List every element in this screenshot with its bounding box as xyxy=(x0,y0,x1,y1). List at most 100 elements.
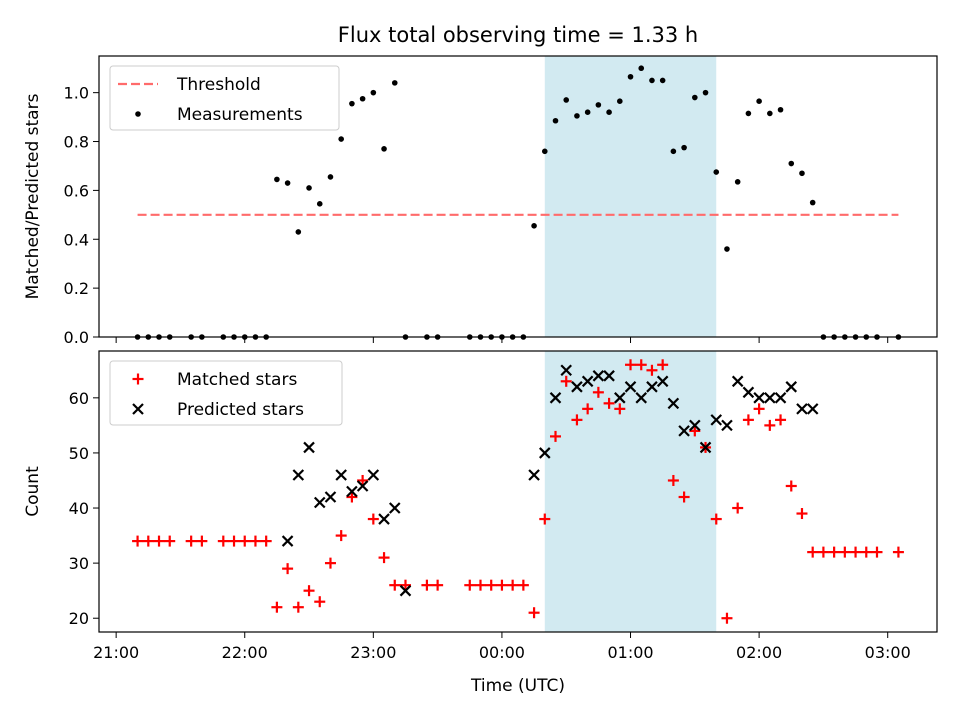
matched-star-marker xyxy=(828,546,840,558)
x-b xyxy=(603,370,615,382)
matched-star-marker xyxy=(292,601,304,613)
legend-label: Predicted stars xyxy=(177,400,304,420)
x-axis-ticks xyxy=(115,337,889,343)
measurement-point xyxy=(702,89,709,96)
y-axis-label: Matched/Predicted stars xyxy=(23,93,43,299)
matched-star-marker xyxy=(496,579,508,591)
x-b xyxy=(292,469,305,481)
measurement-point xyxy=(306,185,312,191)
measurement-point xyxy=(692,94,698,101)
matched-star-marker xyxy=(614,403,626,415)
matched-star-marker xyxy=(464,579,476,591)
predicted-star-marker xyxy=(528,469,540,481)
predicted-star-marker xyxy=(303,441,315,454)
measurement-point xyxy=(327,174,334,180)
measurement-point xyxy=(649,77,655,84)
predicted-star-marker xyxy=(774,392,787,404)
measurement-point xyxy=(552,117,559,124)
matched-star-marker xyxy=(185,535,197,547)
x-tick-label: 01:00 xyxy=(607,643,653,662)
x-b xyxy=(324,491,337,503)
y-tick-label: 50 xyxy=(69,444,89,463)
matched-star-marker xyxy=(399,579,411,591)
predicted-star-marker xyxy=(571,381,583,393)
measurement-point xyxy=(745,110,752,117)
measurement-point xyxy=(724,246,730,252)
x-b xyxy=(667,397,680,410)
measurement-point xyxy=(295,229,302,235)
x-b xyxy=(549,392,562,404)
y-tick-label: 1.0 xyxy=(64,84,89,103)
measurement-point xyxy=(713,169,720,175)
predicted-star-marker xyxy=(539,447,551,459)
matched-star-marker xyxy=(571,414,583,426)
measurement-point xyxy=(659,77,666,84)
x-b xyxy=(560,364,573,377)
predicted-star-marker xyxy=(742,386,755,399)
legend-x-b xyxy=(132,403,144,415)
measurement-point xyxy=(274,176,280,183)
predicted-star-marker xyxy=(388,502,401,514)
measurement-point xyxy=(681,144,687,151)
predicted-star-marker xyxy=(646,381,658,393)
y-axis-label: Count xyxy=(23,466,43,517)
matched-star-marker xyxy=(796,508,808,520)
matched-star-marker xyxy=(742,414,754,426)
matched-star-marker xyxy=(667,474,679,486)
matched-star-marker xyxy=(239,535,251,547)
x-tick-label: 00:00 xyxy=(479,643,525,662)
matched-star-marker xyxy=(582,403,594,415)
matched-star-marker xyxy=(132,535,144,547)
measurement-point xyxy=(531,223,537,229)
matched-star-marker xyxy=(678,491,690,503)
predicted-star-marker xyxy=(656,375,669,388)
x-b xyxy=(614,392,626,404)
predicted-star-marker xyxy=(614,392,626,404)
legend-box xyxy=(109,360,343,426)
measurement-point xyxy=(809,199,816,206)
matched-star-marker xyxy=(560,375,572,387)
matched-star-marker xyxy=(507,579,519,591)
predicted-star-marker xyxy=(356,480,369,492)
predicted-star-marker xyxy=(560,364,573,377)
predicted-star-marker xyxy=(806,403,819,415)
predicted-star-marker xyxy=(753,392,765,404)
measurement-point xyxy=(359,95,366,102)
measurement-point xyxy=(541,148,548,155)
matched-star-marker xyxy=(260,535,272,547)
x-b xyxy=(367,469,380,481)
x-b xyxy=(699,441,712,454)
matched-star-marker xyxy=(432,579,444,591)
matched-star-marker xyxy=(539,513,551,525)
matched-star-marker xyxy=(592,386,604,398)
matched-star-marker xyxy=(817,546,829,558)
matched-star-marker xyxy=(217,535,229,547)
x-b xyxy=(710,414,723,426)
y-tick-label: 0.2 xyxy=(64,279,89,298)
measurement-point xyxy=(595,102,602,108)
y-axis-ticks: 20 30 40 50 60 xyxy=(69,389,99,628)
matched-star-marker xyxy=(850,546,862,558)
measurement-point xyxy=(370,89,377,96)
x-b xyxy=(785,381,798,393)
x-b xyxy=(313,496,326,509)
y-tick-label: 0.6 xyxy=(64,181,89,200)
measurement-point xyxy=(617,98,623,105)
x-b xyxy=(356,480,369,492)
x-b xyxy=(731,375,744,388)
x-b xyxy=(624,381,637,393)
matched-star-marker xyxy=(775,414,787,426)
plot-frame xyxy=(98,55,938,338)
x-tick-label: 23:00 xyxy=(350,643,396,662)
predicted-star-marker xyxy=(346,485,358,498)
highlight-span xyxy=(544,56,717,337)
x-b xyxy=(388,502,401,514)
measurement-point xyxy=(316,201,323,207)
matched-star-marker xyxy=(271,601,283,613)
matched-star-marker xyxy=(753,403,765,415)
x-b xyxy=(806,403,819,415)
x-b xyxy=(346,485,358,498)
matched-star-marker xyxy=(153,535,165,547)
measurement-point xyxy=(670,148,677,155)
